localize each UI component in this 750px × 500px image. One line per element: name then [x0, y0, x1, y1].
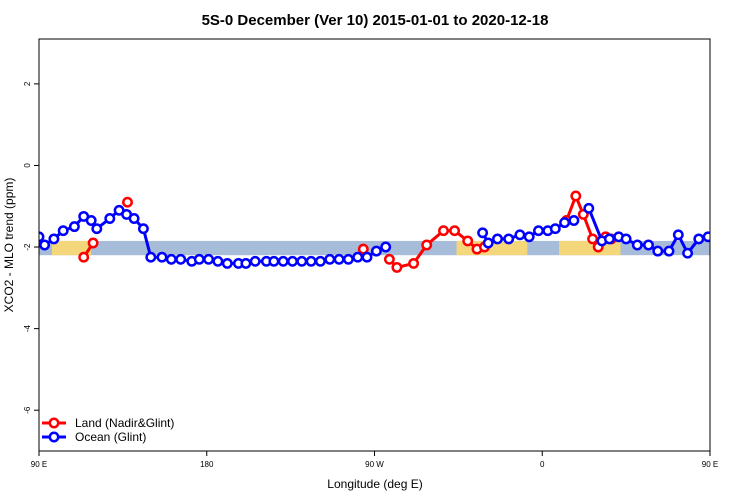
y-axis: 2 0 -2 -4 -6	[23, 81, 39, 414]
y-tick-label: 0	[23, 163, 32, 168]
data-point	[408, 257, 420, 269]
x-axis: 90 E 180 90 W 0 90 E	[31, 451, 718, 469]
data-point	[380, 241, 392, 253]
data-point	[342, 253, 354, 265]
data-point	[421, 239, 433, 251]
data-point	[268, 255, 280, 267]
data-point	[643, 239, 654, 251]
data-point	[702, 231, 710, 243]
land-patch	[723, 241, 750, 255]
data-point	[514, 229, 526, 241]
data-point	[240, 257, 252, 269]
data-point	[314, 255, 326, 267]
data-point	[559, 217, 571, 229]
data-point	[391, 261, 403, 273]
data-point	[736, 227, 744, 235]
data-point	[462, 235, 474, 247]
data-point	[175, 253, 187, 265]
data-point	[482, 237, 494, 249]
series-layer	[39, 190, 750, 273]
data-point	[741, 253, 749, 261]
y-tick-label: 2	[23, 81, 32, 86]
data-point	[523, 231, 535, 243]
data-point	[570, 190, 582, 202]
data-point	[672, 229, 684, 241]
data-point	[383, 253, 395, 265]
data-point	[693, 233, 705, 245]
series-line	[745, 227, 750, 258]
y-tick-label: -2	[23, 243, 32, 251]
data-point	[85, 215, 97, 226]
x-tick-label: 90 E	[31, 460, 47, 469]
data-point	[249, 255, 261, 267]
data-point	[287, 255, 298, 267]
data-point	[221, 257, 233, 269]
data-point	[87, 237, 99, 249]
data-point	[603, 233, 615, 245]
data-point	[277, 255, 289, 267]
data-point	[203, 253, 215, 265]
data-point	[104, 213, 116, 224]
data-point	[156, 251, 168, 263]
data-point	[477, 227, 489, 239]
data-point	[296, 255, 308, 267]
x-tick-label: 90 W	[365, 460, 384, 469]
data-point	[39, 231, 45, 243]
x-tick-label: 180	[200, 460, 214, 469]
data-point	[631, 239, 643, 251]
data-point	[715, 241, 723, 249]
data-point	[492, 233, 503, 245]
legend-ocean-label: Ocean (Glint)	[75, 430, 146, 444]
x-tick-label: 90 E	[702, 460, 718, 469]
data-point	[212, 255, 224, 267]
data-point	[68, 221, 80, 233]
data-point	[726, 235, 734, 243]
legend-land-label: Land (Nadir&Glint)	[75, 416, 174, 430]
data-point	[361, 251, 373, 263]
data-point	[137, 223, 149, 235]
data-point	[48, 233, 60, 245]
chart-title: 5S-0 December (Ver 10) 2015-01-01 to 202…	[202, 12, 549, 29]
series-ocean	[39, 202, 750, 269]
data-point	[583, 202, 595, 214]
data-point	[682, 247, 694, 259]
data-point	[128, 213, 140, 224]
legend: Land (Nadir&Glint) Ocean (Glint)	[42, 416, 174, 444]
data-point	[122, 196, 133, 208]
data-point	[587, 233, 599, 245]
y-tick-label: -6	[23, 406, 32, 414]
data-point	[438, 225, 449, 237]
data-point	[370, 245, 382, 257]
data-point	[652, 245, 664, 257]
data-point	[193, 253, 205, 265]
data-point	[165, 253, 177, 265]
data-point	[78, 251, 90, 263]
data-point	[449, 225, 461, 237]
data-point	[333, 253, 345, 265]
data-point	[533, 225, 544, 237]
data-point	[549, 223, 561, 235]
legend-ocean-marker	[48, 431, 60, 443]
legend-land-marker	[48, 417, 60, 429]
data-point	[352, 251, 364, 263]
x-axis-label: Longitude (deg E)	[327, 477, 422, 491]
data-point	[57, 225, 69, 237]
data-point	[620, 233, 632, 245]
data-point	[305, 255, 317, 267]
data-point	[568, 215, 580, 226]
data-point	[145, 251, 157, 263]
land-patch	[52, 240, 92, 256]
data-point	[39, 239, 51, 251]
data-point	[324, 253, 336, 265]
y-tick-label: -4	[23, 325, 32, 333]
data-point	[745, 222, 750, 230]
x-tick-label: 0	[540, 460, 545, 469]
data-point	[503, 233, 515, 245]
y-axis-label: XCO2 - MLO trend (ppm)	[2, 178, 16, 313]
data-point	[663, 245, 675, 257]
data-point	[91, 223, 103, 235]
